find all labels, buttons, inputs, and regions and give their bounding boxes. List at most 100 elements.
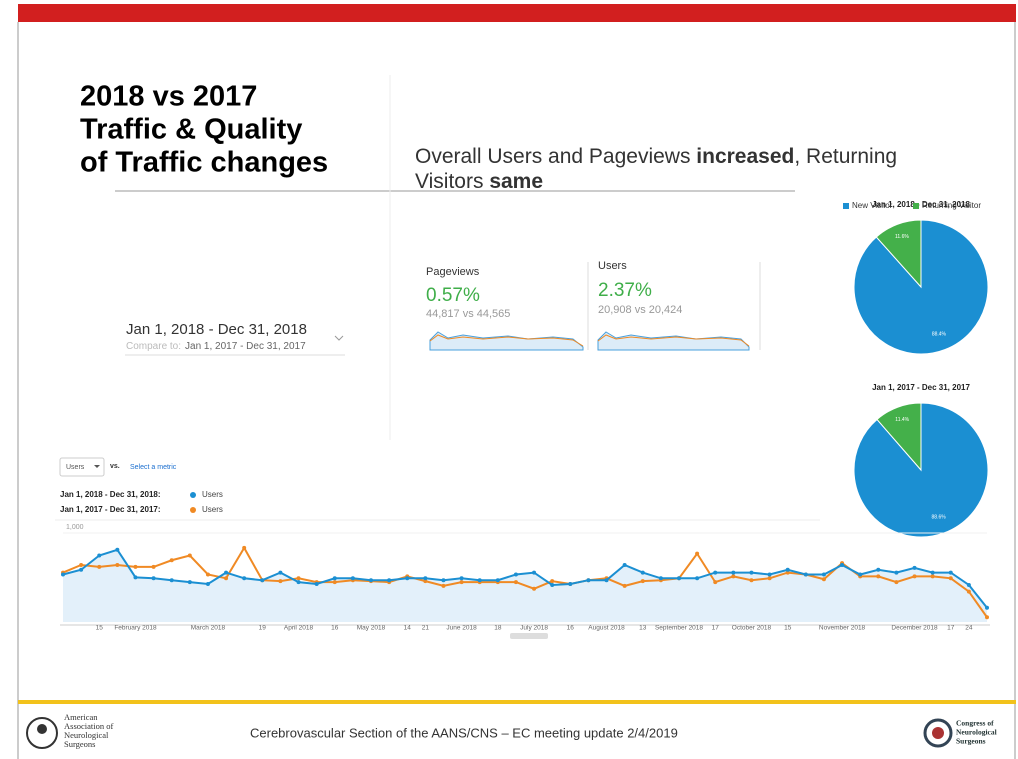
compare-dates: Jan 1, 2017 - Dec 31, 2017 [185,341,306,352]
point [151,576,156,581]
pie-title: Jan 1, 2018 - Dec 31, 2018 [872,200,970,209]
footer-bar [18,700,1016,704]
point [677,576,681,581]
point [985,605,989,610]
point [369,578,373,583]
point [115,547,120,552]
legend-dot [190,507,196,513]
aans-name: Neurological [64,730,109,740]
point [79,567,84,572]
x-tick-label: October 2018 [732,625,772,632]
sparkline [597,331,750,351]
point [423,579,428,584]
metric-detail: 20,908 vs 20,424 [598,304,682,316]
x-tick-label: 14 [404,625,412,632]
footer-text: Cerebrovascular Section of the AANS/CNS … [250,725,678,740]
aans-name: Association of [64,721,114,731]
x-tick-label: 15 [96,625,104,632]
select-metric: Select a metric [130,464,177,471]
point [695,551,700,556]
point [459,576,464,581]
point [749,578,754,583]
x-tick-label: November 2018 [819,625,866,632]
x-tick-label: September 2018 [655,625,703,632]
line [62,545,988,618]
point [278,570,283,575]
point [821,577,826,582]
x-tick-label: June 2018 [446,625,477,632]
point [713,570,718,575]
scroll-handle[interactable] [510,633,548,639]
slide-title: 2018 vs 2017 [80,81,257,113]
point [79,563,84,567]
point [97,553,102,558]
point [930,574,935,579]
x-tick-label: 21 [422,625,430,632]
x-tick-label: February 2018 [114,625,157,632]
point [622,583,627,588]
point [550,579,555,584]
x-tick-label: August 2018 [588,625,625,632]
date-range: Jan 1, 2018 - Dec 31, 2018 [126,321,307,338]
point [224,576,229,581]
point [803,572,808,577]
point [912,565,917,570]
point [350,576,355,581]
legend-label: Users [202,490,223,499]
point [477,578,482,583]
subtitle: Visitors same [415,170,543,193]
x-tick-label: 17 [947,625,955,632]
compare-prefix: Compare to: [126,341,181,352]
point [930,570,935,575]
cns-logo-center [932,727,944,739]
point [278,579,283,584]
legend-dot [190,492,196,498]
sparkline [429,334,584,347]
point [948,576,953,581]
x-tick-label: 18 [494,625,502,632]
legend-label: New Visitor [852,201,893,210]
point [205,572,210,577]
metric-select: Users [66,464,85,471]
aans-logo-figure [37,724,47,734]
point [532,570,537,575]
point [985,615,989,620]
slide-title: Traffic & Quality [80,114,302,146]
subtitle-part: increased [696,145,794,168]
legend-range: Jan 1, 2018 - Dec 31, 2018: [60,490,161,499]
slice-label: 88.6% [932,514,947,520]
slide-title: of Traffic changes [80,147,328,179]
x-tick-label: March 2018 [191,625,226,632]
subtitle: Overall Users and Pageviews increased, R… [415,145,897,168]
point [894,580,899,585]
point [785,570,790,575]
point [731,570,736,575]
point [169,578,174,583]
point [858,572,863,577]
point [604,578,609,583]
point [695,576,700,581]
x-tick-label: 16 [567,625,575,632]
legend-range: Jan 1, 2017 - Dec 31, 2017: [60,505,161,514]
point [151,564,156,569]
x-tick-label: 13 [639,625,647,632]
x-tick-label: 16 [331,625,339,632]
y-tick-label: 1,000 [66,524,84,531]
point [912,574,917,579]
point [332,580,337,585]
point [423,576,428,581]
point [640,570,645,575]
point [441,578,446,583]
point [187,580,192,585]
subtitle-part: same [489,170,543,193]
line [62,548,988,609]
metric-dropdown[interactable] [59,457,105,477]
x-tick-label: April 2018 [284,625,314,632]
x-tick-label: May 2018 [357,625,386,632]
subtitle-part: Visitors [415,170,489,193]
point [876,567,881,572]
point [894,570,899,575]
point [242,545,247,550]
sparkline [429,331,584,351]
cns-name: Surgeons [956,737,986,746]
